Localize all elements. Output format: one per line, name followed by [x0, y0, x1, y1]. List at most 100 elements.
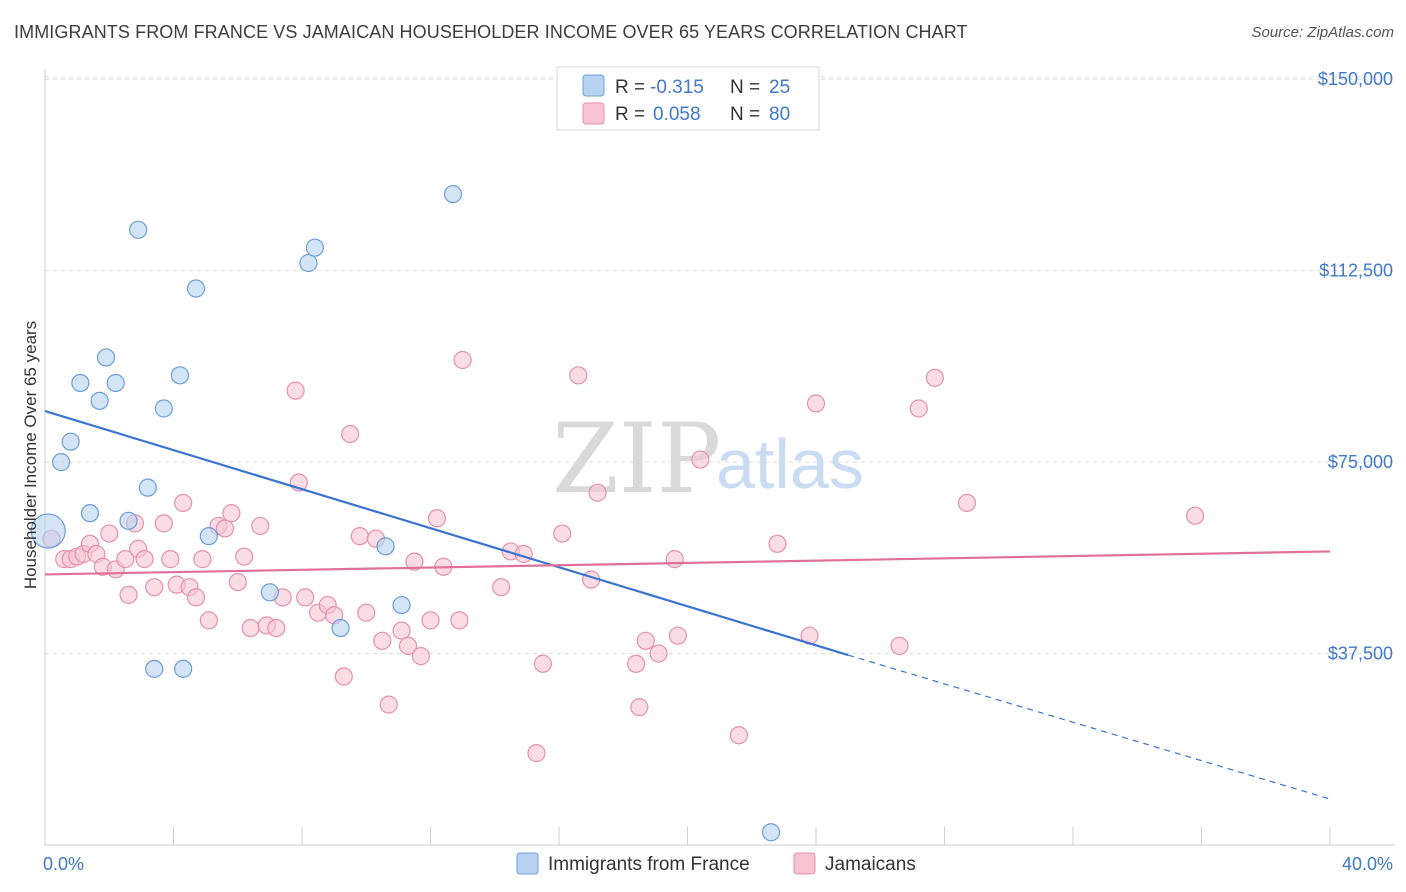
jamaicans-point [411, 647, 430, 666]
jamaicans-point [533, 654, 553, 673]
legend-swatch-france [582, 74, 605, 97]
grid-lines [45, 76, 1395, 655]
france-trend-extension [847, 654, 1331, 800]
legend-r-label-france: R = [615, 77, 645, 98]
france-point [80, 504, 100, 523]
jamaicans-point [251, 516, 270, 536]
jamaicans-point [957, 493, 977, 513]
jamaicans-point [527, 744, 546, 763]
x-tick-labels: 0.0% 40.0% [43, 854, 1393, 874]
france-point [90, 391, 109, 410]
jamaicans-point [492, 578, 511, 597]
jamaicans-point [427, 509, 447, 528]
jamaicans-point [649, 644, 668, 663]
legend-r-value-jamaicans: 0.058 [653, 104, 701, 125]
jamaicans-point [215, 519, 234, 538]
jamaicans-point [296, 588, 315, 607]
jamaicans-point [729, 726, 749, 745]
france-point [376, 537, 395, 556]
jamaicans-point [228, 572, 247, 592]
france-trend-line [44, 410, 849, 657]
france-point [96, 348, 116, 367]
jamaicans-point [890, 636, 909, 655]
jamaicans-point [588, 483, 607, 502]
y-tick-label: $37,500 [1328, 644, 1393, 664]
jamaicans-point [186, 588, 206, 607]
jamaicans-point [450, 611, 469, 630]
x-tick-label-min: 0.0% [43, 854, 84, 874]
jamaicans-point [691, 450, 710, 469]
france-point [305, 238, 324, 257]
jamaicans-point [398, 636, 418, 655]
jamaicans-point [116, 550, 135, 569]
jamaicans-point [569, 366, 588, 385]
france-point [30, 513, 66, 549]
france-point [761, 823, 781, 842]
france-point [61, 432, 80, 451]
legend-n-label-france: N = [730, 77, 760, 98]
france-point [392, 595, 411, 615]
jamaicans-point [174, 493, 193, 513]
jamaicans-point [909, 399, 928, 418]
jamaicans-point [135, 550, 154, 569]
jamaicans-point [373, 631, 392, 650]
jamaicans-point [235, 547, 254, 566]
correlation-legend: R = -0.315 N = 25 R = 0.058 N = 80 [556, 66, 820, 131]
jamaicans-point [100, 524, 119, 543]
jamaicans-point [806, 394, 826, 413]
jamaicans-point [241, 618, 260, 638]
france-point [186, 279, 206, 298]
france-point [138, 478, 157, 497]
series-legend-swatch-france [516, 852, 539, 875]
legend-swatch-jamaicans [582, 102, 605, 125]
jamaicans-point [161, 550, 180, 569]
jamaicans-point [626, 654, 646, 673]
jamaicans-point [392, 621, 411, 640]
jamaicans-point [630, 698, 649, 717]
legend-n-value-jamaicans: 80 [769, 104, 790, 125]
series-legend-swatch-jamaicans [793, 852, 816, 875]
france-points [30, 184, 781, 842]
jamaicans-point [357, 603, 376, 622]
chart-title: IMMIGRANTS FROM FRANCE VS JAMAICAN HOUSE… [14, 22, 968, 42]
watermark-atlas: atlas [716, 425, 864, 503]
france-point [331, 618, 350, 638]
legend-r-value-france: -0.315 [650, 77, 704, 98]
jamaicans-point [421, 611, 440, 630]
jamaicans-point [154, 514, 173, 533]
france-point [299, 253, 318, 273]
jamaicans-point [636, 631, 655, 650]
legend-n-value-france: 25 [769, 77, 790, 98]
jamaicans-point [453, 350, 472, 370]
france-point [154, 399, 173, 418]
france-point [145, 659, 164, 678]
x-tick-label-max: 40.0% [1342, 854, 1393, 874]
y-tick-label: $112,500 [1319, 261, 1393, 281]
france-point [106, 373, 125, 393]
france-point [129, 220, 148, 239]
jamaicans-point [145, 578, 164, 597]
france-point [51, 453, 71, 472]
jamaicans-points [42, 350, 1205, 763]
series-legend-label-jamaicans: Jamaicans [825, 854, 916, 875]
legend-n-label-jamaicans: N = [730, 104, 760, 125]
jamaicans-point [267, 618, 286, 638]
source-label: Source: ZipAtlas.com [1251, 24, 1394, 41]
jamaicans-point [341, 424, 360, 444]
jamaicans-point [668, 626, 687, 645]
series-legend-label-france: Immigrants from France [548, 854, 750, 875]
jamaicans-point [379, 695, 398, 714]
france-point [199, 527, 218, 546]
france-point [443, 184, 463, 204]
france-point [170, 366, 190, 385]
france-point [119, 511, 138, 530]
jamaicans-point [334, 667, 353, 686]
legend-r-label-jamaicans: R = [615, 104, 645, 125]
france-point [71, 373, 90, 393]
y-tick-label: $150,000 [1318, 69, 1393, 89]
jamaicans-trend-line [44, 550, 1331, 576]
jamaicans-point [553, 524, 572, 543]
france-point [260, 583, 279, 602]
jamaicans-point [286, 381, 305, 400]
